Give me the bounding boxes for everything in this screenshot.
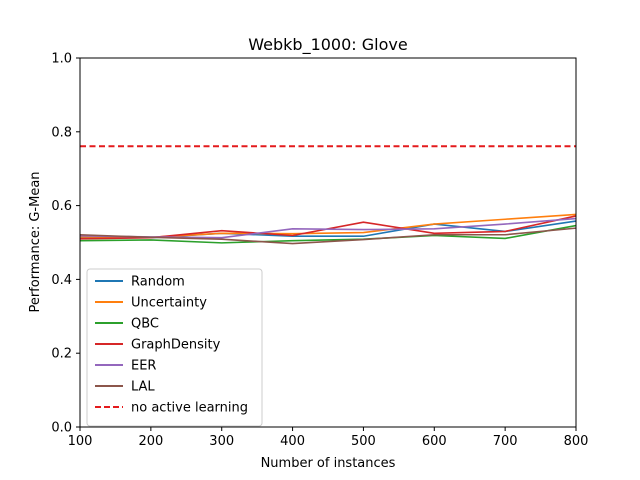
y-axis: 0.0 0.2 0.4 0.6 0.8 1.0 bbox=[51, 52, 80, 436]
axes-frame bbox=[79, 57, 577, 428]
legend: Random Uncertainty QBC GraphDensity EER LAL no… bbox=[86, 268, 263, 427]
legend-label-lal: LAL bbox=[131, 380, 155, 395]
y-tick-label: 0.6 bbox=[51, 199, 72, 214]
series-line-uncertainty bbox=[79, 213, 577, 239]
x-tick-label: 300 bbox=[209, 434, 234, 449]
x-tick-label: 700 bbox=[493, 434, 518, 449]
legend-label-uncertainty: Uncertainty bbox=[131, 296, 207, 311]
x-tick-label: 100 bbox=[68, 434, 93, 449]
x-tick-label: 500 bbox=[351, 434, 376, 449]
legend-label-graphdensity: GraphDensity bbox=[131, 338, 221, 353]
x-tick-label: 800 bbox=[564, 434, 589, 449]
legend-label-random: Random bbox=[131, 275, 185, 290]
chart-title: Webkb_1000: Glove bbox=[248, 35, 407, 55]
x-tick-label: 200 bbox=[138, 434, 163, 449]
x-axis: 100 200 300 400 500 600 700 800 bbox=[68, 427, 589, 449]
series-line-qbc bbox=[79, 224, 577, 244]
legend-label-eer: EER bbox=[131, 359, 156, 374]
x-tick-label: 400 bbox=[280, 434, 305, 449]
y-tick-label: 1.0 bbox=[51, 52, 72, 67]
y-tick-label: 0.4 bbox=[51, 273, 72, 288]
series-line-lal bbox=[79, 227, 577, 245]
x-axis-label: Number of instances bbox=[261, 456, 396, 471]
legend-label-qbc: QBC bbox=[131, 317, 159, 332]
x-tick-label: 600 bbox=[422, 434, 447, 449]
legend-label-no-active-learning: no active learning bbox=[131, 401, 248, 416]
legend-box bbox=[86, 268, 263, 427]
y-tick-label: 0.0 bbox=[51, 421, 72, 436]
y-tick-label: 0.2 bbox=[51, 347, 72, 362]
y-axis-label: Performance: G-Mean bbox=[28, 171, 43, 312]
y-tick-label: 0.8 bbox=[51, 125, 72, 140]
plot-area bbox=[79, 57, 577, 428]
